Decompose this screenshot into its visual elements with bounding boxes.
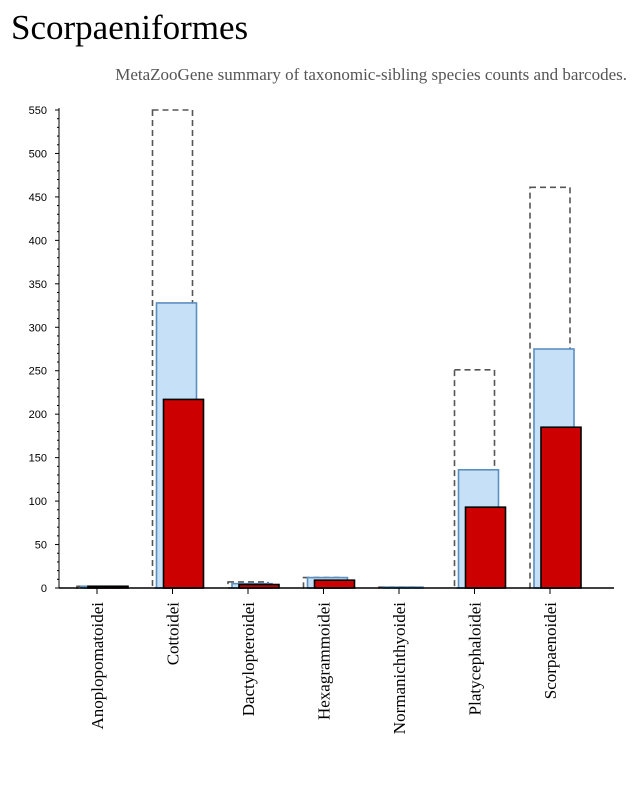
outline-bar bbox=[151, 109, 194, 589]
y-tick-label: 550 bbox=[29, 105, 47, 117]
chart-title: Scorpaeniformes bbox=[11, 8, 249, 47]
y-tick-label: 500 bbox=[29, 148, 47, 160]
x-tick-label: Dactylopteroidei bbox=[239, 602, 258, 717]
x-tick-label: Hexagrammoidei bbox=[315, 602, 334, 720]
dark-bar bbox=[162, 398, 205, 589]
bars bbox=[76, 109, 582, 589]
x-tick-label: Scorpaenoidei bbox=[541, 602, 560, 700]
y-tick-label: 150 bbox=[29, 453, 47, 465]
x-tick-label: Cottoidei bbox=[164, 602, 183, 666]
x-tick-label: Normanichthyoidei bbox=[390, 602, 409, 734]
outline-bar bbox=[453, 369, 496, 589]
y-tick-label: 100 bbox=[29, 496, 47, 508]
y-axis: 0 50 100 150 200 250 300 350 400 450 500 550 bbox=[29, 105, 60, 595]
dark-bar bbox=[540, 426, 582, 589]
y-tick-label: 200 bbox=[29, 409, 47, 421]
dark-bar bbox=[464, 506, 507, 589]
x-tick-label: Platycephaloidei bbox=[466, 602, 485, 716]
y-tick-label: 50 bbox=[35, 540, 47, 552]
y-tick-label: 250 bbox=[29, 366, 47, 378]
x-axis: Anoplopomatoidei Cottoidei Dactylopteroide… bbox=[59, 587, 614, 734]
x-tick-label: Anoplopomatoidei bbox=[88, 602, 107, 730]
dark-bar bbox=[313, 579, 356, 589]
chart-subtitle: MetaZooGene summary of taxonomic-sibling… bbox=[115, 65, 627, 84]
y-tick-label: 300 bbox=[29, 322, 47, 334]
y-tick-label: 350 bbox=[29, 279, 47, 291]
y-tick-label: 450 bbox=[29, 192, 47, 204]
y-tick-label: 400 bbox=[29, 235, 47, 247]
y-tick-label: 0 bbox=[41, 583, 47, 595]
